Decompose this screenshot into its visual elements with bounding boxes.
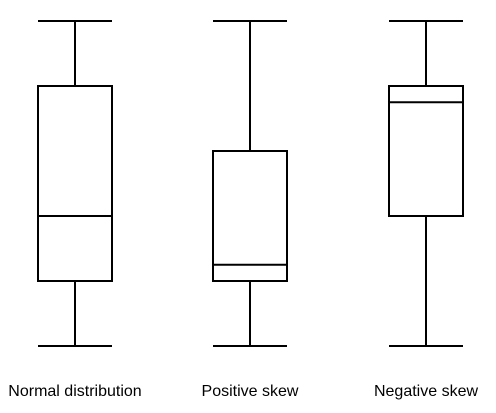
- boxplot-label: Normal distribution: [8, 383, 141, 400]
- interquartile-box: [212, 150, 288, 282]
- interquartile-box: [37, 85, 113, 282]
- boxplot-1: Normal distribution: [8, 20, 142, 400]
- boxplot-label: Positive skew: [202, 383, 299, 400]
- boxplot-2: Positive skew: [202, 20, 299, 400]
- boxplot-3: Negative skew: [374, 20, 478, 400]
- boxplot-label: Negative skew: [374, 383, 478, 400]
- interquartile-box: [388, 85, 464, 217]
